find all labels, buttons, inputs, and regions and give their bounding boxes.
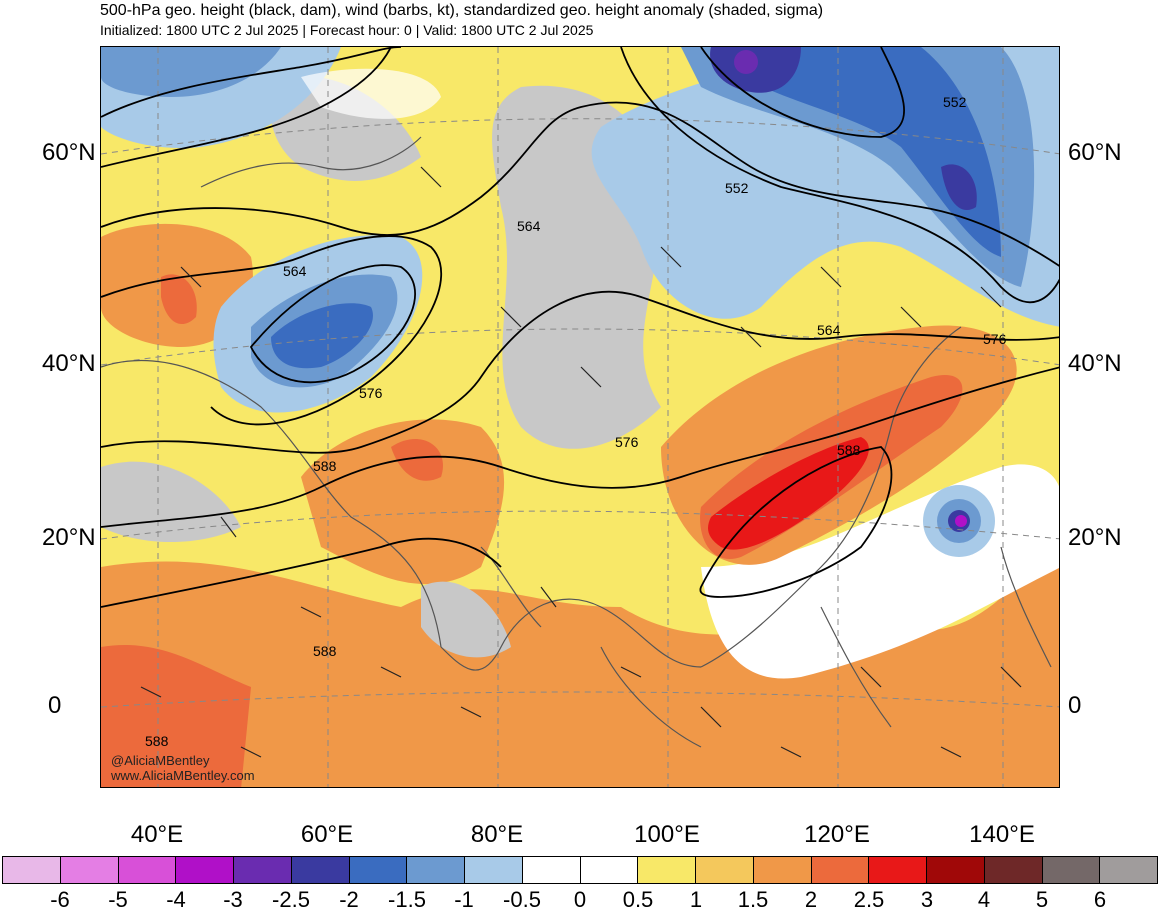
anomaly-africa-gray: [101, 461, 241, 542]
contour-label: 564: [517, 218, 541, 234]
colorbar-cell: [176, 857, 234, 883]
colorbar-label: 4: [977, 887, 991, 912]
lat-label-right: 20°N: [1068, 524, 1122, 551]
colorbar-label: -3: [223, 887, 243, 912]
colorbar-label: -2.5: [272, 887, 310, 912]
graticule: [101, 47, 1059, 787]
anomaly-siberia-min: [734, 50, 758, 74]
wind-barbs: [140, 166, 1022, 758]
credit-handle: @AliciaMBentley: [111, 753, 210, 768]
contour-label: 564: [283, 263, 307, 279]
colorbar-cell: [869, 857, 927, 883]
colorbar-label: 1.5: [737, 887, 769, 912]
colorbar-label: -1.5: [388, 887, 426, 912]
lon-label: 140°E: [969, 821, 1035, 848]
colorbar-cell: [349, 857, 408, 883]
lon-label: 60°E: [300, 821, 354, 848]
anomaly-south-orange: [101, 548, 1059, 787]
anomaly-arctic-white: [301, 68, 441, 119]
contour-label: 576: [359, 385, 383, 401]
colorbar-label: 1: [689, 887, 703, 912]
contour-label: 588: [145, 733, 169, 749]
colorbar-label: -4: [166, 887, 186, 912]
lat-label-left: 60°N: [42, 139, 96, 166]
colorbar-cell: [811, 857, 870, 883]
anomaly-europe-red: [161, 274, 197, 325]
contour-label: 588: [313, 458, 337, 474]
anomaly-sw-red: [101, 645, 251, 787]
colorbar-cell: [927, 857, 985, 883]
colorbar-cell: [522, 857, 581, 883]
anomaly-atlantic-mid: [101, 47, 281, 97]
credit-website: www.AliciaMBentley.com: [111, 768, 255, 783]
anomaly-scandinavia-gray: [270, 75, 421, 181]
colorbar-cell: [465, 857, 523, 883]
colorbar-label: 2.5: [853, 887, 885, 912]
map-panel[interactable]: 552 552 564 564 564 576 576 576 588 588 …: [100, 46, 1060, 788]
colorbar-label: 2: [804, 887, 818, 912]
anomaly-arabia-orange: [301, 419, 505, 585]
colorbar-label: -5: [108, 887, 128, 912]
colorbar-label: 3: [920, 887, 934, 912]
anomaly-okhotsk-deep: [941, 164, 977, 211]
coastlines: [101, 136, 1052, 748]
lon-label: 100°E: [634, 821, 700, 848]
anomaly-india-gray: [421, 581, 511, 658]
anomaly-siberia-deep: [710, 47, 801, 93]
colorbar-label: -6: [50, 887, 70, 912]
colorbar-cell: [580, 857, 639, 883]
lat-label-left: 40°N: [42, 350, 96, 377]
lat-label-left: 0: [48, 692, 62, 719]
lat-label-left: 20°N: [42, 524, 96, 551]
contour-label: 564: [817, 322, 841, 338]
map-svg: 552 552 564 564 564 576 576 576 588 588 …: [101, 47, 1059, 787]
colorbar-cell: [291, 857, 350, 883]
colorbar-cell: [696, 857, 754, 883]
contour-label: 576: [983, 331, 1007, 347]
lat-label-right: 60°N: [1068, 139, 1122, 166]
colorbar-cell: [1100, 857, 1157, 883]
colorbar-cell: [3, 857, 61, 883]
contour-label: 552: [725, 180, 749, 196]
lon-label: 80°E: [470, 821, 524, 848]
colorbar-label: -2: [339, 887, 359, 912]
colorbar-cell: [638, 857, 696, 883]
map-subtitle: Initialized: 1800 UTC 2 Jul 2025 | Forec…: [100, 22, 594, 38]
colorbar-cell: [234, 857, 292, 883]
colorbar-cell: [753, 857, 812, 883]
anomaly-siberia-core: [721, 47, 1001, 257]
lon-label: 120°E: [804, 821, 870, 848]
colorbar-cell: [407, 857, 465, 883]
map-title: 500-hPa geo. height (black, dam), wind (…: [100, 2, 824, 19]
colorbar-cell: [984, 857, 1043, 883]
colorbar-label: 6: [1093, 887, 1107, 912]
colorbar-label: 5: [1035, 887, 1049, 912]
contour-label: 576: [615, 434, 639, 450]
anomaly-arabia-red: [391, 438, 443, 481]
lat-label-right: 0: [1068, 692, 1082, 719]
colorbar-cell: [60, 857, 119, 883]
colorbar-label: -0.5: [503, 887, 541, 912]
lat-label-right: 40°N: [1068, 350, 1122, 377]
colorbar-label: -1: [454, 887, 474, 912]
typhoon-core: [955, 515, 967, 527]
colorbar-cell: [1042, 857, 1101, 883]
contour-label: 588: [837, 442, 861, 458]
colorbar: [2, 856, 1158, 884]
colorbar-cell: [118, 857, 177, 883]
contour-label: 552: [943, 94, 967, 110]
colorbar-label: 0: [573, 887, 587, 912]
lon-label: 40°E: [130, 821, 184, 848]
height-contours: [101, 47, 1059, 608]
contour-labels: 552 552 564 564 564 576 576 576 588 588 …: [145, 94, 1007, 749]
contour-label: 588: [313, 643, 337, 659]
colorbar-label: 0.5: [622, 887, 654, 912]
anomaly-caspian-core: [271, 303, 373, 369]
